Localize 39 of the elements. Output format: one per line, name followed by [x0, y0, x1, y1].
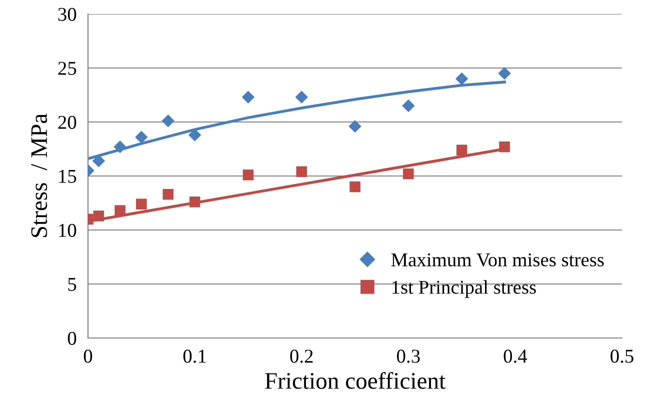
x-tick-label: 0.4 — [504, 350, 528, 363]
point — [242, 170, 254, 180]
y-tick-label: 30 — [58, 8, 76, 21]
x-axis-title: Friction coefficient — [265, 372, 446, 389]
x-tick-label: 0.1 — [183, 350, 206, 363]
y-tick-label: 20 — [58, 116, 76, 129]
y-tick-label: 0 — [68, 332, 76, 345]
point — [114, 205, 126, 216]
point — [92, 154, 106, 168]
point — [296, 166, 307, 178]
point — [350, 181, 360, 192]
y-axis-title: Stress / MPa — [31, 114, 48, 238]
point — [455, 72, 468, 86]
point — [189, 196, 200, 208]
point — [162, 188, 174, 200]
x-tick-label: 0 — [84, 350, 92, 363]
point — [242, 90, 255, 104]
point — [456, 144, 468, 156]
y-tick-label: 15 — [59, 170, 76, 183]
point — [403, 168, 414, 180]
point — [348, 120, 362, 133]
point — [188, 128, 202, 142]
legend-label: Maximum Von mises stress — [391, 253, 604, 266]
x-tick-label: 0.3 — [396, 350, 420, 363]
y-tick-label: 5 — [68, 278, 76, 291]
x-tick-label: 0.2 — [290, 350, 313, 363]
point — [114, 140, 126, 154]
legend-label: 1st Principal stress — [392, 280, 536, 298]
y-tick-label: 25 — [58, 62, 76, 75]
x-tick-label: 0.5 — [610, 350, 634, 363]
point — [162, 114, 174, 128]
point — [136, 198, 147, 210]
y-tick-label: 10 — [59, 224, 76, 237]
point — [499, 141, 510, 152]
point — [498, 67, 511, 80]
point — [295, 90, 308, 104]
point — [402, 99, 415, 112]
point — [93, 210, 104, 222]
point — [135, 130, 148, 144]
